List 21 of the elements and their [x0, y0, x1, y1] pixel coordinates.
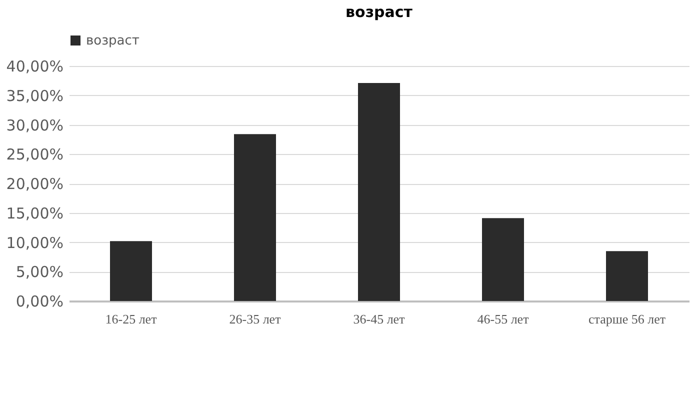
chart-title: возраст: [346, 3, 413, 21]
bar: [358, 83, 400, 301]
bar: [606, 251, 648, 301]
x-tick-label: 46-55 лет: [477, 312, 530, 326]
y-tick-label: 25,00%: [6, 146, 64, 164]
y-tick-label: 30,00%: [6, 116, 64, 134]
x-tick-label: старше 56 лет: [588, 312, 666, 326]
y-tick-label: 5,00%: [16, 263, 64, 282]
x-tick-label: 26-35 лет: [229, 312, 282, 326]
y-tick-label: 10,00%: [6, 234, 64, 252]
x-tick-label: 36-45 лет: [353, 312, 406, 326]
y-tick-label: 0,00%: [16, 292, 64, 310]
bar: [234, 134, 276, 301]
x-tick-label: 16-25 лет: [105, 312, 158, 326]
y-tick-label: 15,00%: [6, 204, 64, 222]
y-tick-label: 35,00%: [6, 86, 64, 105]
bar: [482, 218, 524, 301]
bar: [110, 241, 152, 301]
y-tick-label: 40,00%: [6, 58, 64, 76]
y-tick-label: 20,00%: [6, 175, 64, 193]
legend-label: возраст: [86, 34, 140, 48]
